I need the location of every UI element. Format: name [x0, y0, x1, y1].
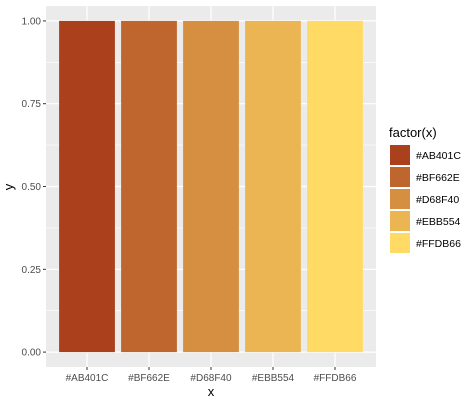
legend-label: #FFDB66 — [416, 238, 461, 250]
legend-label: #D68F40 — [416, 194, 459, 206]
legend-title: factor(x) — [389, 125, 437, 140]
bar-d68f40 — [183, 20, 239, 353]
x-axis-ticks: #AB401C #BF662E #D68F40 #EBB554 #FFDB66 — [66, 367, 357, 384]
legend-key — [390, 145, 410, 165]
legend-label: #BF662E — [416, 172, 460, 184]
bar-ffdb66 — [307, 20, 363, 353]
y-tick-label: 0.00 — [22, 348, 42, 359]
x-tick-label: #FFDB66 — [314, 373, 357, 384]
x-tick-label: #D68F40 — [190, 373, 232, 384]
y-axis-ticks: 0.00 0.25 0.50 0.75 1.00 — [22, 16, 46, 359]
legend: factor(x) #AB401C #BF662E #D68F40 #EBB554 #F… — [389, 125, 461, 253]
legend-label: #EBB554 — [416, 216, 461, 228]
y-axis-title: y — [1, 183, 16, 190]
legend-key — [390, 211, 410, 231]
y-tick-label: 0.25 — [22, 265, 42, 276]
x-tick-label: #EBB554 — [252, 373, 295, 384]
bar-bf662e — [121, 20, 177, 353]
y-tick-label: 0.50 — [22, 182, 42, 193]
legend-entries: #AB401C #BF662E #D68F40 #EBB554 #FFDB66 — [390, 145, 461, 253]
x-tick-label: #AB401C — [66, 373, 109, 384]
bar-ab401c — [59, 20, 115, 353]
bar-ebb554 — [245, 20, 301, 353]
y-tick-label: 0.75 — [22, 99, 42, 110]
legend-label: #AB401C — [416, 150, 461, 162]
legend-key — [390, 189, 410, 209]
x-tick-label: #BF662E — [128, 373, 170, 384]
bars — [59, 20, 363, 353]
y-tick-label: 1.00 — [22, 16, 42, 27]
legend-key — [390, 233, 410, 253]
x-axis-title: x — [208, 384, 215, 399]
legend-key — [390, 167, 410, 187]
